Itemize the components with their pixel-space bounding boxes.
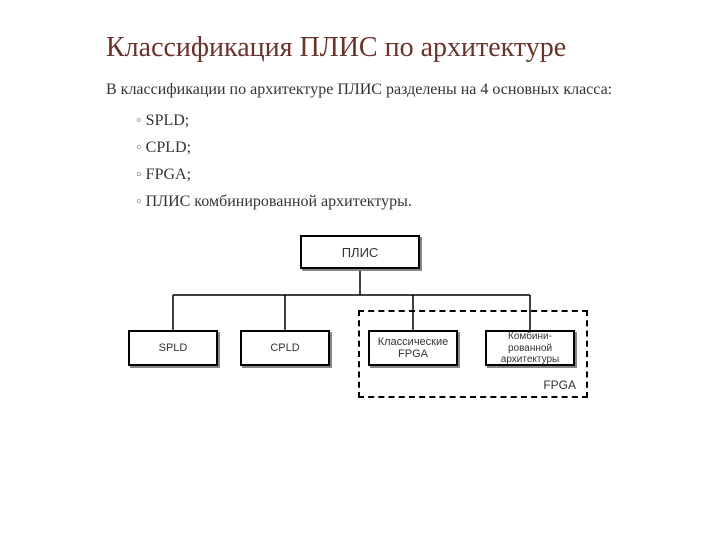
slide-title: Классификация ПЛИС по архитектуре — [50, 30, 670, 65]
diagram-root-node: ПЛИС — [300, 235, 420, 269]
list-item: SPLD; — [136, 107, 670, 134]
hierarchy-diagram: ПЛИС FPGA SPLD CPLD Классические FPGA Ко… — [120, 235, 600, 405]
list-item: FPGA; — [136, 161, 670, 188]
list-item: ПЛИС комбинированной архитектуры. — [136, 188, 670, 215]
diagram-node-classic-fpga: Классические FPGA — [368, 330, 458, 366]
diagram-node-spld: SPLD — [128, 330, 218, 366]
diagram-node-cpld: CPLD — [240, 330, 330, 366]
fpga-group-label: FPGA — [543, 378, 576, 392]
class-list: SPLD; CPLD; FPGA; ПЛИС комбинированной а… — [50, 107, 670, 216]
intro-text: В классификации по архитектуре ПЛИС разд… — [50, 79, 670, 101]
list-item: CPLD; — [136, 134, 670, 161]
diagram-node-combined: Комбини- рованной архитектуры — [485, 330, 575, 366]
